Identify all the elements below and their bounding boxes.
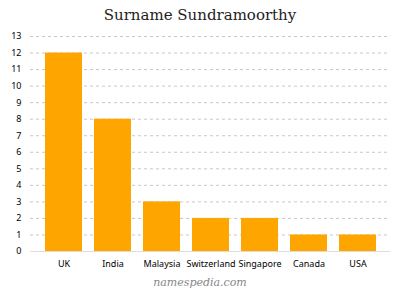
html-text:namespedia.com: namespedia.com: [153, 276, 247, 289]
svg-text:2: 2: [16, 211, 21, 224]
html-text:Surname Sundramoorthy: Surname Sundramoorthy: [103, 6, 297, 24]
svg-text:7: 7: [16, 129, 21, 142]
svg-text:Switzerland: Switzerland: [186, 257, 235, 270]
svg-text:6: 6: [16, 145, 21, 158]
svg-text:11: 11: [11, 62, 21, 75]
svg-text:8: 8: [16, 112, 21, 125]
svg-text:Singapore: Singapore: [238, 257, 281, 270]
svg-text:13: 13: [11, 29, 21, 42]
svg-text:USA: USA: [349, 257, 367, 270]
svg-text:0: 0: [16, 244, 21, 257]
svg-text:1: 1: [16, 228, 21, 241]
svg-text:12: 12: [11, 46, 21, 59]
svg-text:9: 9: [16, 96, 21, 109]
svg-text:10: 10: [11, 79, 21, 92]
svg-text:5: 5: [16, 162, 21, 175]
svg-text:India: India: [102, 257, 124, 270]
svg-text:4: 4: [16, 178, 21, 191]
svg-text:3: 3: [16, 195, 21, 208]
svg-text:UK: UK: [58, 257, 71, 270]
svg-text:Canada: Canada: [293, 257, 325, 270]
svg-text:Malaysia: Malaysia: [144, 257, 181, 270]
